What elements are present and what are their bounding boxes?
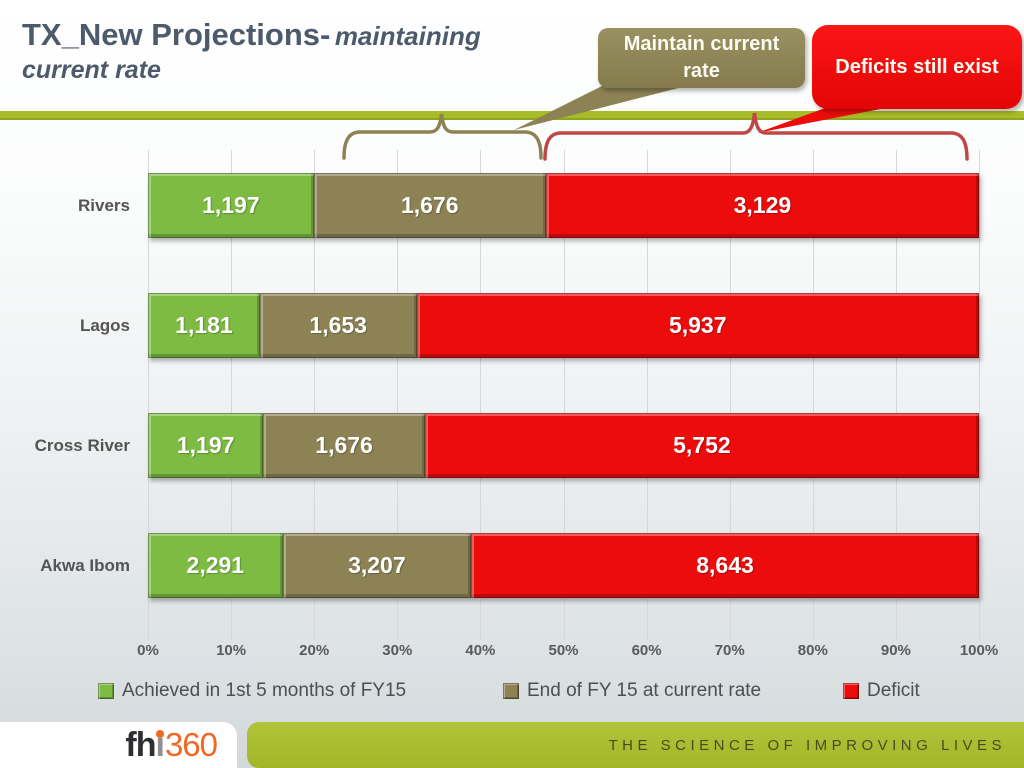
bar-segment: 5,752	[424, 413, 979, 478]
maintain-callout-tail	[514, 84, 694, 130]
logo-prefix: fh	[125, 725, 156, 764]
gridline	[979, 150, 980, 640]
gridline	[480, 150, 482, 640]
x-tick-label: 80%	[797, 642, 828, 659]
bar-row: 1,197 1,676 5,752	[148, 413, 979, 478]
gridline	[148, 150, 149, 640]
bar-segment: 3,129	[545, 173, 979, 238]
x-tick-label: 90%	[880, 642, 911, 659]
bar-value-label: 5,752	[673, 432, 731, 458]
legend-label: Achieved in 1st 5 months of FY15	[122, 680, 407, 701]
bar-value-label: 1,197	[202, 192, 260, 218]
gridline	[646, 150, 648, 640]
x-tick-label: 10%	[216, 642, 247, 659]
legend-label: End of FY 15 at current rate	[527, 680, 762, 701]
footer-tagline-bar: THE SCIENCE OF IMPROVING LIVES	[247, 722, 1024, 768]
bar-value-label: 1,653	[309, 312, 367, 338]
page-title: TX_New Projections- maintaining current …	[22, 16, 582, 85]
bar-row: 1,197 1,676 3,129	[148, 173, 979, 238]
bar-segment: 1,181	[148, 293, 260, 358]
stacked-bar-chart-plot: 1,197 1,676 3,129 1,181 1,653 5,937 1,197 1,676…	[148, 150, 980, 640]
gridline	[397, 150, 399, 640]
title-italic: maintaining	[334, 21, 481, 51]
gridline	[314, 150, 316, 640]
chart-legend: Achieved in 1st 5 months of FY15 End of F…	[0, 680, 1024, 706]
legend-swatch	[98, 683, 114, 699]
bar-value-label: 1,181	[175, 312, 233, 338]
bar-segment: 1,653	[259, 293, 417, 358]
x-tick-label: 30%	[382, 642, 413, 659]
x-tick-label: 0%	[137, 642, 159, 659]
gridline	[812, 150, 814, 640]
bar-segment: 1,676	[313, 173, 546, 238]
title-main: TX_New Projections-	[22, 17, 331, 52]
category-label: Cross River	[34, 436, 130, 455]
bar-value-label: 1,676	[315, 432, 373, 458]
callout-maintain-current-rate: Maintain current rate	[598, 28, 805, 88]
x-tick-label: 40%	[465, 642, 496, 659]
footer-tagline: THE SCIENCE OF IMPROVING LIVES	[608, 736, 1006, 754]
x-axis-ticks: 0% 10% 20% 30% 40% 50% 60% 70% 80% 90% 100%	[137, 642, 998, 664]
category-label: Akwa Ibom	[40, 556, 130, 575]
legend-swatch	[843, 683, 859, 699]
x-tick-label: 20%	[299, 642, 330, 659]
bar-value-label: 3,129	[733, 192, 792, 218]
gridline	[729, 150, 731, 640]
bar-value-label: 1,197	[176, 432, 235, 458]
legend-swatch	[503, 683, 519, 699]
gridline	[231, 150, 233, 640]
bar-segment: 3,207	[282, 533, 472, 598]
callout-deficits-still-exist: Deficits still exist	[812, 25, 1022, 109]
bar-segment: 1,197	[148, 173, 314, 238]
logo-number: 360	[164, 726, 218, 763]
bar-value-label: 2,291	[186, 552, 245, 578]
legend-label: Deficit	[867, 680, 920, 701]
x-tick-label: 100%	[959, 642, 999, 659]
title-line2: current rate	[22, 56, 161, 85]
legend-item: Achieved in 1st 5 months of FY15	[98, 680, 406, 702]
category-label: Rivers	[78, 196, 130, 215]
divider-rule	[0, 111, 1024, 120]
category-label: Lagos	[79, 316, 130, 335]
bar-segment: 2,291	[148, 533, 283, 598]
bar-value-label: 8,643	[696, 552, 754, 578]
legend-item: End of FY 15 at current rate	[503, 680, 761, 702]
bar-row: 1,181 1,653 5,937	[148, 293, 979, 358]
gridline	[563, 150, 565, 640]
bar-value-label: 3,207	[348, 552, 406, 578]
bar-segment: 8,643	[471, 533, 979, 598]
x-tick-label: 70%	[714, 642, 745, 659]
gridline	[895, 150, 897, 640]
fhi360-logo: fh i 360	[0, 722, 237, 768]
bar-value-label: 5,937	[668, 312, 727, 338]
x-tick-label: 60%	[631, 642, 662, 659]
logo-i: i	[155, 725, 165, 764]
bar-segment: 1,676	[263, 413, 425, 478]
x-tick-label: 50%	[548, 642, 579, 659]
bar-segment: 5,937	[416, 293, 979, 358]
bar-value-label: 1,676	[400, 192, 459, 218]
bar-row: 2,291 3,207 8,643	[148, 533, 979, 598]
bar-segment: 1,197	[148, 413, 264, 478]
callout-deficit-text: Deficits still exist	[835, 55, 999, 78]
callout-maintain-text: Maintain current rate	[623, 33, 780, 82]
legend-item: Deficit	[843, 680, 920, 702]
